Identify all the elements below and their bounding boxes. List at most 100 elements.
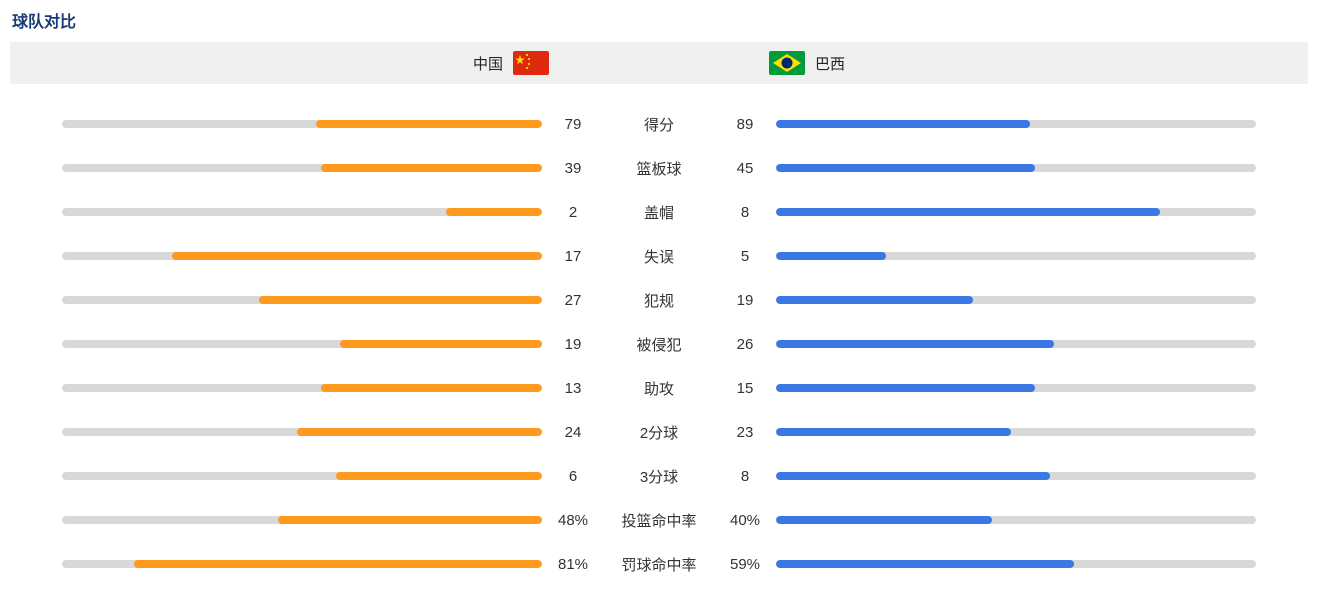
right-value: 19 (714, 292, 776, 309)
left-bar-fill (321, 384, 542, 392)
left-value: 39 (542, 160, 604, 177)
left-bar-wrap (50, 120, 542, 128)
stat-label: 罚球命中率 (604, 554, 714, 575)
left-bar-wrap (50, 560, 542, 568)
right-bar-fill (776, 252, 886, 260)
left-value: 17 (542, 248, 604, 265)
china-flag-icon (513, 51, 549, 75)
left-bar-track (62, 516, 542, 524)
right-bar-fill (776, 384, 1035, 392)
right-value: 8 (714, 468, 776, 485)
stat-label: 被侵犯 (604, 334, 714, 355)
right-bar-track (776, 384, 1256, 392)
stat-row: 48% 投篮命中率 40% (10, 498, 1308, 542)
right-bar-track (776, 252, 1256, 260)
left-bar-track (62, 120, 542, 128)
right-bar-track (776, 208, 1256, 216)
right-value: 8 (714, 204, 776, 221)
right-bar-fill (776, 296, 973, 304)
left-bar-fill (336, 472, 542, 480)
right-value: 59% (714, 556, 776, 573)
right-bar-wrap (776, 164, 1268, 172)
right-bar-fill (776, 164, 1035, 172)
left-bar-track (62, 384, 542, 392)
right-bar-wrap (776, 516, 1268, 524)
right-bar-wrap (776, 296, 1268, 304)
left-bar-fill (259, 296, 542, 304)
right-bar-track (776, 120, 1256, 128)
left-bar-wrap (50, 340, 542, 348)
left-bar-track (62, 164, 542, 172)
stat-label: 2分球 (604, 422, 714, 443)
left-bar-fill (278, 516, 542, 524)
team-right: 巴西 (749, 51, 1308, 75)
right-value: 23 (714, 424, 776, 441)
left-bar-track (62, 296, 542, 304)
left-bar-fill (340, 340, 542, 348)
left-bar-wrap (50, 428, 542, 436)
left-bar-wrap (50, 164, 542, 172)
stat-row: 13 助攻 15 (10, 366, 1308, 410)
right-value: 26 (714, 336, 776, 353)
left-bar-fill (446, 208, 542, 216)
stat-row: 81% 罚球命中率 59% (10, 542, 1308, 586)
left-value: 48% (542, 512, 604, 529)
stat-row: 19 被侵犯 26 (10, 322, 1308, 366)
right-bar-wrap (776, 120, 1268, 128)
left-value: 81% (542, 556, 604, 573)
stat-label: 得分 (604, 114, 714, 135)
stat-label: 3分球 (604, 466, 714, 487)
stat-label: 投篮命中率 (604, 510, 714, 531)
right-value: 89 (714, 116, 776, 133)
left-bar-track (62, 252, 542, 260)
stat-row: 39 篮板球 45 (10, 146, 1308, 190)
right-bar-fill (776, 340, 1054, 348)
left-value: 24 (542, 424, 604, 441)
right-value: 40% (714, 512, 776, 529)
right-bar-fill (776, 208, 1160, 216)
right-bar-track (776, 560, 1256, 568)
right-value: 15 (714, 380, 776, 397)
stat-row: 2 盖帽 8 (10, 190, 1308, 234)
stat-label: 犯规 (604, 290, 714, 311)
left-bar-track (62, 472, 542, 480)
left-bar-wrap (50, 296, 542, 304)
right-bar-track (776, 164, 1256, 172)
right-bar-wrap (776, 252, 1268, 260)
right-bar-fill (776, 120, 1030, 128)
stat-label: 助攻 (604, 378, 714, 399)
stat-label: 失误 (604, 246, 714, 267)
team-header-row: 中国 巴西 (10, 42, 1308, 84)
right-bar-fill (776, 472, 1050, 480)
right-bar-wrap (776, 428, 1268, 436)
left-bar-fill (297, 428, 542, 436)
team-left: 中国 (10, 51, 569, 75)
right-bar-track (776, 428, 1256, 436)
left-bar-track (62, 560, 542, 568)
brazil-flag-icon (769, 51, 805, 75)
right-bar-fill (776, 428, 1011, 436)
stat-row: 27 犯规 19 (10, 278, 1308, 322)
left-bar-fill (172, 252, 542, 260)
stat-row: 17 失误 5 (10, 234, 1308, 278)
right-bar-wrap (776, 208, 1268, 216)
team-comparison: 球队对比 中国 巴西 79 得分 89 (0, 0, 1318, 594)
left-bar-fill (134, 560, 542, 568)
right-bar-fill (776, 516, 992, 524)
team-right-name: 巴西 (815, 53, 845, 74)
right-bar-track (776, 296, 1256, 304)
right-bar-track (776, 516, 1256, 524)
left-bar-track (62, 340, 542, 348)
left-bar-fill (316, 120, 542, 128)
right-bar-wrap (776, 560, 1268, 568)
section-title: 球队对比 (10, 8, 1308, 32)
left-value: 2 (542, 204, 604, 221)
team-left-name: 中国 (473, 53, 503, 74)
left-bar-fill (321, 164, 542, 172)
right-bar-wrap (776, 384, 1268, 392)
left-bar-wrap (50, 472, 542, 480)
right-value: 5 (714, 248, 776, 265)
right-bar-fill (776, 560, 1074, 568)
left-value: 19 (542, 336, 604, 353)
left-bar-track (62, 428, 542, 436)
